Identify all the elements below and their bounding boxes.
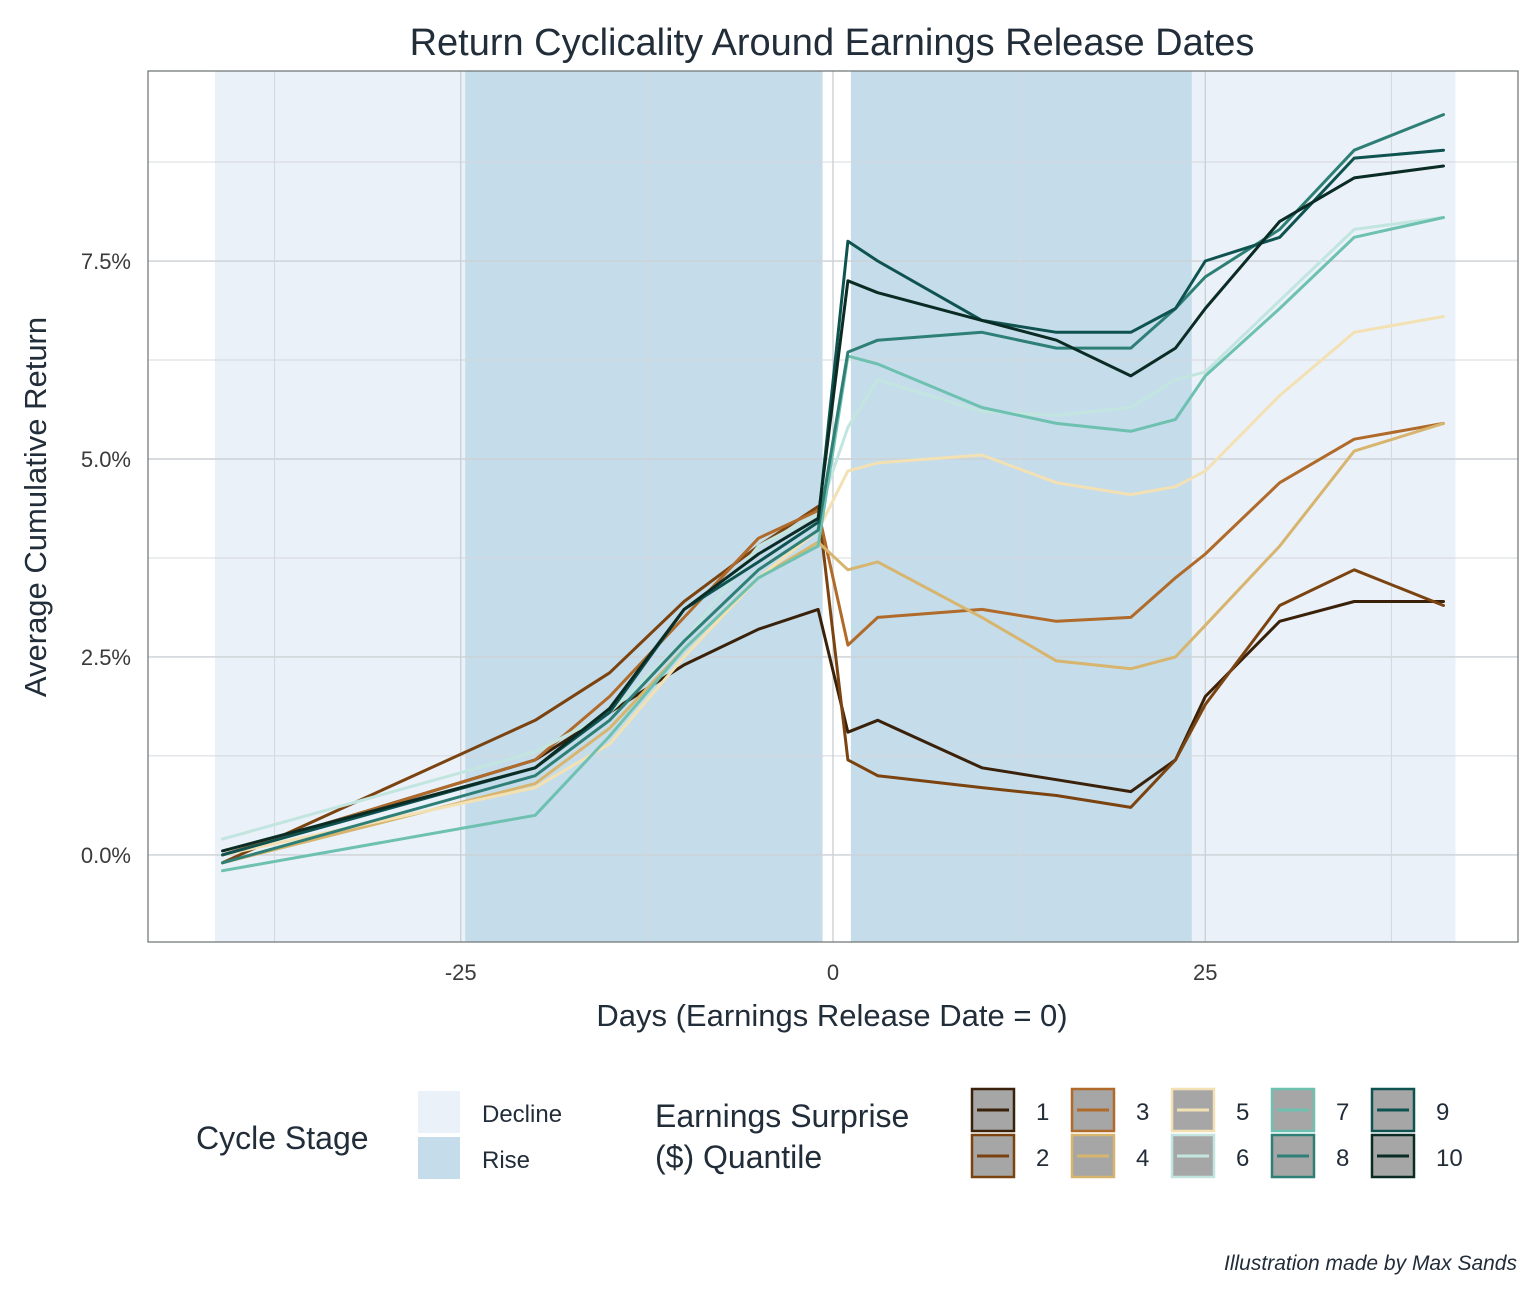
band-rise-1: [465, 71, 823, 942]
chart-title: Return Cyclicality Around Earnings Relea…: [410, 22, 1255, 64]
y-tick-label-2: 5.0%: [81, 447, 131, 472]
caption: Illustration made by Max Sands: [1224, 1252, 1517, 1275]
series-legend-keys: 1 2 3 4 5 6 7 8 9 10: [970, 1087, 1463, 1179]
legend-label-8: 8: [1336, 1145, 1349, 1172]
series-legend-title-line-2: ($) Quantile: [655, 1139, 822, 1175]
x-axis-ticks: -25 0 25: [445, 960, 1218, 985]
x-tick-label-0: -25: [445, 960, 477, 985]
x-tick-label-1: 0: [827, 960, 839, 985]
x-tick-label-2: 25: [1193, 960, 1217, 985]
y-tick-label-3: 7.5%: [81, 249, 131, 274]
series-legend-title-line-1: Earnings Surprise: [655, 1098, 909, 1134]
y-axis-title: Average Cumulative Return: [18, 317, 53, 697]
y-tick-label-0: 0.0%: [81, 843, 131, 868]
series-legend: Earnings Surprise ($) Quantile 1 2 3 4 5 6 7 8 9…: [655, 1087, 1463, 1179]
legend-label-7: 7: [1336, 1099, 1349, 1126]
legend-label-3: 3: [1136, 1099, 1149, 1126]
series-line-7: [221, 216, 1445, 873]
y-tick-label-1: 2.5%: [81, 645, 131, 670]
cycle-stage-legend-title: Cycle Stage: [196, 1120, 369, 1156]
series-line-8: [221, 113, 1445, 865]
legend-label-10: 10: [1436, 1145, 1463, 1172]
legend-label-6: 6: [1236, 1145, 1249, 1172]
x-axis-title: Days (Earnings Release Date = 0): [596, 998, 1067, 1033]
series-line-4: [221, 421, 1445, 865]
legend-label-rise: Rise: [482, 1147, 530, 1174]
legend-label-1: 1: [1036, 1099, 1049, 1126]
y-axis-ticks: 0.0% 2.5% 5.0% 7.5%: [81, 249, 131, 868]
cycle-stage-legend: Cycle Stage Decline Rise: [196, 1091, 562, 1179]
band-decline-3: [1191, 71, 1456, 942]
series-line-6: [221, 216, 1445, 841]
series-line-10: [221, 164, 1445, 853]
series-lines: [221, 113, 1445, 873]
legend-label-4: 4: [1136, 1145, 1149, 1172]
legend-key-decline: [418, 1091, 460, 1133]
series-line-2: [221, 505, 1445, 865]
legend-label-2: 2: [1036, 1145, 1049, 1172]
legend-label-5: 5: [1236, 1099, 1249, 1126]
series-line-5: [221, 315, 1445, 857]
band-rise-2: [850, 71, 1192, 942]
legend-label-decline: Decline: [482, 1101, 562, 1128]
cycle-stage-bands: [215, 71, 1456, 942]
legend-label-9: 9: [1436, 1099, 1449, 1126]
plot-border: [147, 70, 1519, 943]
legend-key-rise: [418, 1137, 460, 1179]
plot-area: [147, 70, 1519, 943]
